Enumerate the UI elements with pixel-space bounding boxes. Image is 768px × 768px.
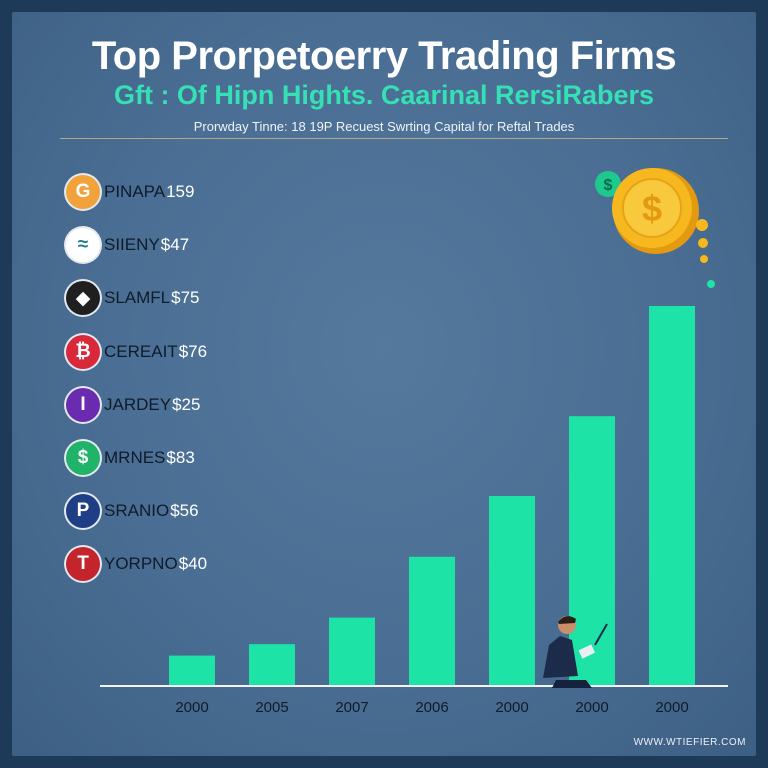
trader-figure-icon: [543, 616, 608, 688]
x-tick-label: 2005: [255, 699, 288, 716]
bitcoin-logo-icon: ₿: [66, 334, 100, 369]
firm-row: ≈ SIIENY $47: [66, 227, 189, 263]
firm-row: P SRANIO $56: [66, 493, 199, 529]
firm-name: JARDEY: [104, 394, 172, 414]
firm-value: $40: [178, 554, 208, 574]
watermark: WWW.WTIEFIER.COM: [633, 737, 746, 748]
firm-row: ◆ SLAMFL $75: [66, 280, 200, 316]
bar: [329, 617, 375, 686]
firm-value: $47: [160, 235, 190, 255]
svg-text:$: $: [604, 177, 613, 194]
firm-row: I JARDEY $25: [66, 387, 200, 423]
firm-value: $75: [171, 288, 200, 308]
t-logo-icon: T: [66, 547, 100, 582]
firm-name: PINAPA: [104, 182, 166, 201]
bar: [249, 644, 295, 686]
firm-name: CEREAIT: [104, 341, 178, 361]
wave-logo-icon: ≈: [66, 228, 100, 263]
x-tick-label: 2000: [655, 699, 688, 716]
chart-title: Top Prorpetoerry Trading Firms: [91, 34, 677, 78]
firm-value: $25: [172, 394, 201, 414]
firm-name: SRANIO: [104, 501, 170, 521]
x-tick-label: 2000: [495, 699, 528, 716]
bar: [569, 416, 615, 686]
firm-row: ₿ CEREAIT $76: [66, 334, 207, 370]
firm-row: G PINAPA 159: [66, 174, 194, 210]
firm-name: YORPNO: [104, 554, 178, 574]
divider: [60, 138, 728, 139]
firm-value: 159: [166, 182, 195, 201]
i-logo-icon: I: [66, 387, 100, 422]
firm-name: MRNES: [104, 448, 166, 467]
chart-caption: Prorwday Tinne: 18 19P Recuest Swrting C…: [193, 119, 575, 134]
firm-value: $56: [170, 501, 199, 521]
bar: [649, 306, 695, 686]
firm-name: SLAMFL: [104, 288, 171, 308]
firm-value: $76: [178, 341, 208, 361]
coin-icon: $ $: [595, 168, 715, 288]
firm-value: $83: [166, 448, 195, 467]
firm-row: T YORPNO $40: [66, 546, 207, 582]
x-tick-label: 2000: [575, 699, 608, 716]
dollar-logo-icon: $: [66, 441, 100, 475]
bar: [489, 496, 535, 686]
x-tick-label: 2006: [415, 699, 448, 716]
chart-subtitle: Gft : Of Hipn Hights. Caarinal RersiRabe…: [113, 80, 655, 110]
bar-chart: $ $ 2000 2005 2007 2006 2000 2000 2000: [100, 168, 728, 716]
face-logo-icon: ◆: [66, 281, 100, 316]
g-logo-icon: G: [66, 175, 100, 209]
x-tick-label: 2000: [175, 699, 208, 716]
x-tick-label: 2007: [335, 699, 368, 716]
firm-name: SIIENY: [104, 235, 160, 255]
bar: [169, 655, 215, 686]
bar: [409, 556, 455, 686]
svg-text:$: $: [642, 188, 662, 229]
firm-row: $ MRNES $83: [66, 440, 195, 476]
infographic-frame: Top Prorpetoerry Trading Firms Gft : Of …: [12, 12, 756, 756]
p-logo-icon: P: [66, 494, 100, 529]
